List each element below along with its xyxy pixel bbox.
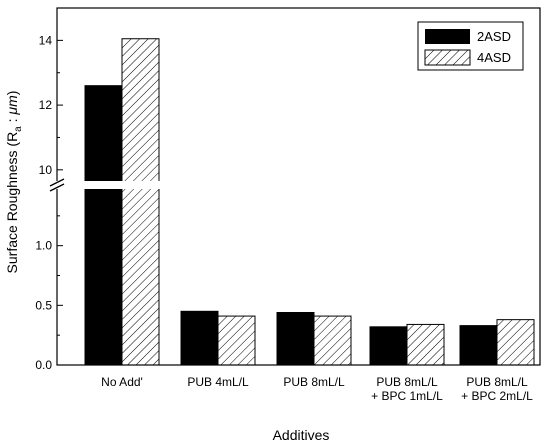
x-tick-label: PUB 4mL/L [187, 375, 249, 389]
bar-2asd-1 [180, 310, 219, 366]
y-axis-ticks: 0.0 0.5 1.0 10 12 14 [35, 33, 63, 372]
legend: 2ASD 4ASD [417, 21, 524, 71]
x-axis-title: Additives [273, 427, 330, 443]
bar-4asd-3 [406, 323, 445, 366]
y-tick-label: 10 [39, 163, 53, 177]
bar-4asd-1 [217, 315, 256, 366]
axis-break [45, 178, 170, 192]
y-axis-title: Surface Roughness (Ra : μm) [4, 91, 24, 274]
axis-break-gap [45, 181, 170, 189]
x-tick-label: + BPC 1mL/L [371, 389, 443, 403]
legend-label-4asd: 4ASD [477, 50, 511, 65]
x-tick-label: + BPC 2mL/L [461, 389, 533, 403]
legend-label-2asd: 2ASD [477, 29, 511, 44]
x-tick-label: PUB 8mL/L [376, 375, 438, 389]
y-tick-label: 14 [39, 33, 53, 47]
bar-4asd-2 [313, 315, 352, 366]
bar-4asd-4 [496, 319, 535, 366]
legend-swatch-4asd [424, 49, 471, 66]
y-tick-label: 12 [39, 98, 53, 112]
legend-swatch-2asd [425, 29, 470, 44]
y-tick-label: 0.5 [35, 298, 52, 312]
y-tick-label: 1.0 [35, 239, 52, 253]
bar-2asd-2 [276, 311, 315, 366]
x-tick-label: PUB 8mL/L [283, 375, 345, 389]
bar-4asd-0 [121, 38, 160, 366]
bar-2asd-4 [459, 325, 498, 366]
y-tick-label: 0.0 [35, 358, 52, 372]
bars-group [84, 38, 535, 366]
x-tick-label: No Add' [101, 375, 143, 389]
bar-2asd-0 [84, 85, 123, 366]
bar-2asd-3 [369, 326, 408, 366]
axis-break-mark-0 [49, 178, 65, 187]
x-tick-label: PUB 8mL/L [466, 375, 528, 389]
x-axis-ticks: No Add' PUB 4mL/L PUB 8mL/L PUB 8mL/L+ BPC … [101, 360, 533, 403]
axis-break-mark-1 [49, 183, 65, 192]
